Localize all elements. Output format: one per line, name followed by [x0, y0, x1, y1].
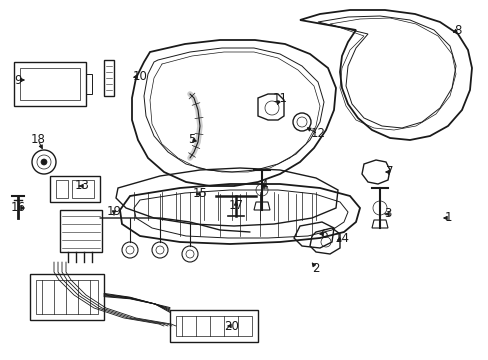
- Text: 4: 4: [260, 180, 267, 193]
- Text: 3: 3: [384, 207, 391, 220]
- Text: 6: 6: [320, 228, 327, 240]
- Text: 20: 20: [224, 320, 239, 333]
- Text: 9: 9: [14, 73, 21, 86]
- Text: 5: 5: [188, 134, 195, 147]
- Text: 11: 11: [272, 91, 287, 104]
- Text: 14: 14: [334, 231, 349, 244]
- Text: 1: 1: [443, 211, 451, 225]
- Text: 7: 7: [386, 166, 393, 179]
- Text: 17: 17: [228, 199, 243, 212]
- Text: 13: 13: [74, 180, 89, 193]
- Text: 16: 16: [10, 202, 25, 215]
- Text: 12: 12: [310, 127, 325, 140]
- Text: 18: 18: [30, 134, 45, 147]
- Text: 15: 15: [192, 188, 207, 201]
- Text: 2: 2: [312, 261, 319, 274]
- Text: 8: 8: [453, 23, 461, 36]
- Circle shape: [41, 159, 47, 165]
- Text: 19: 19: [106, 206, 121, 219]
- Text: 10: 10: [132, 69, 147, 82]
